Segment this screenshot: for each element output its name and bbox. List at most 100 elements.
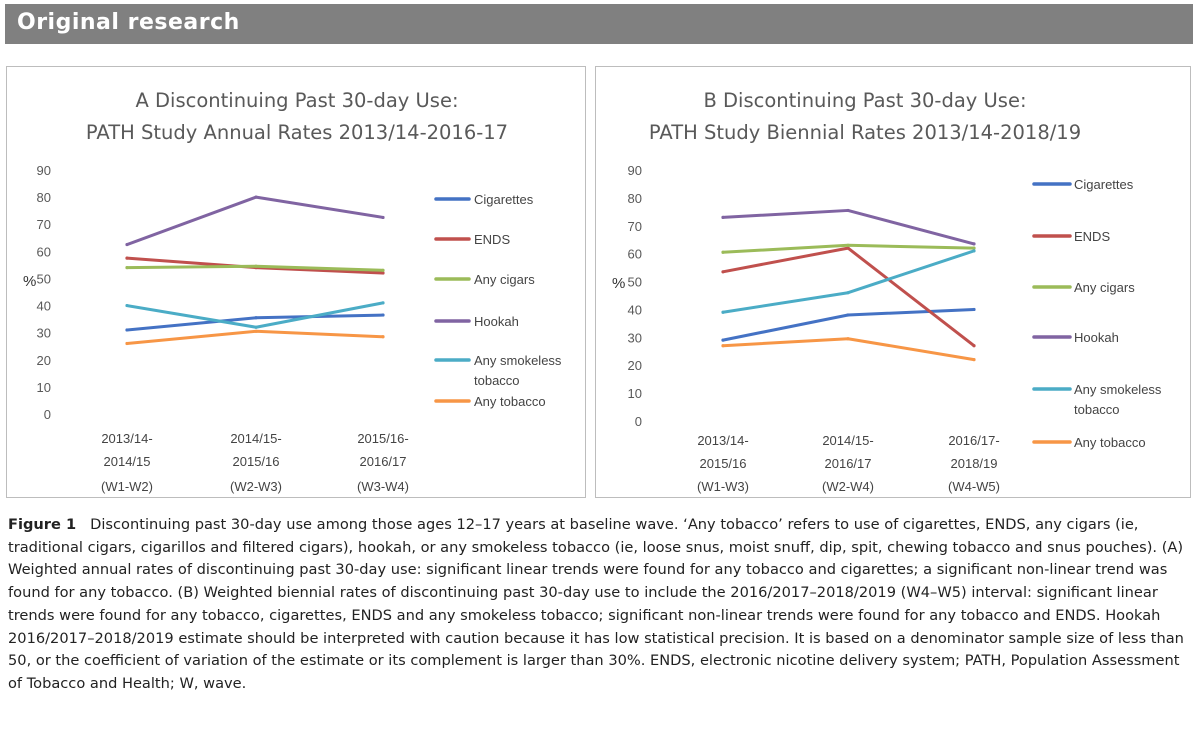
x-tick-label: 2014/15- xyxy=(230,431,281,446)
data-point xyxy=(381,215,385,220)
section-header: Original research xyxy=(5,4,1193,44)
y-tick-label: 0 xyxy=(635,414,642,429)
data-point xyxy=(721,338,725,342)
x-tick-label: 2013/14- xyxy=(101,431,152,446)
data-point xyxy=(254,325,258,329)
data-point xyxy=(721,250,725,254)
series-line-any-tobacco xyxy=(721,337,976,362)
y-tick-label: 80 xyxy=(628,191,642,206)
legend-label: Cigarettes xyxy=(474,192,534,207)
data-point xyxy=(125,328,129,332)
x-tick-label: (W1-W3) xyxy=(697,479,749,494)
data-point xyxy=(972,358,976,362)
y-tick-label: 60 xyxy=(37,244,51,259)
data-point xyxy=(381,313,385,317)
y-tick-label: 40 xyxy=(37,299,51,314)
y-tick-label: 10 xyxy=(37,380,51,395)
legend-label: Any smokeless xyxy=(1074,382,1162,397)
x-tick-label: (W2-W4) xyxy=(822,479,874,494)
y-tick-label: 20 xyxy=(628,358,642,373)
x-tick-label: 2015/16 xyxy=(233,454,280,469)
x-tick-label: 2016/17 xyxy=(825,456,872,471)
legend-label: Any smokeless xyxy=(474,353,562,368)
legend-label: tobacco xyxy=(474,373,520,388)
chart-subtitle: PATH Study Annual Rates 2013/14-2016-17 xyxy=(86,121,508,144)
legend-label: Any tobacco xyxy=(474,394,546,409)
y-tick-label: 80 xyxy=(37,190,51,205)
y-tick-label: 10 xyxy=(628,386,642,401)
data-point xyxy=(972,249,976,253)
legend-label: tobacco xyxy=(1074,402,1120,417)
y-tick-label: 30 xyxy=(628,330,642,345)
data-point xyxy=(721,215,725,220)
y-axis-label: % xyxy=(23,273,36,290)
x-tick-label: 2015/16- xyxy=(357,431,408,446)
data-point xyxy=(721,270,725,274)
chart-a-svg: A Discontinuing Past 30-day Use: PATH Stu… xyxy=(23,89,562,494)
y-tick-label: 90 xyxy=(37,163,51,178)
data-point xyxy=(972,246,976,250)
data-point xyxy=(381,271,385,275)
data-point xyxy=(972,307,976,312)
data-point xyxy=(254,329,258,333)
data-point xyxy=(125,303,129,308)
chart-subtitle: PATH Study Biennial Rates 2013/14-2018/1… xyxy=(649,121,1081,144)
section-title: Original research xyxy=(17,10,240,35)
data-point xyxy=(125,256,129,260)
data-point xyxy=(846,291,850,295)
legend-label: ENDS xyxy=(1074,229,1110,244)
data-point xyxy=(846,337,850,341)
data-point xyxy=(972,344,976,348)
data-point xyxy=(846,246,850,250)
legend-label: Hookah xyxy=(474,314,519,329)
y-tick-label: 70 xyxy=(628,219,642,234)
chart-b-svg: B Discontinuing Past 30-day Use: PATH Stu… xyxy=(612,89,1162,494)
x-tick-label: 2016/17- xyxy=(948,433,999,448)
chart-panel-a: A Discontinuing Past 30-day Use: PATH Stu… xyxy=(6,66,586,498)
x-tick-label: (W2-W3) xyxy=(230,479,282,494)
chart-title: B Discontinuing Past 30-day Use: xyxy=(703,89,1026,112)
series-line-any-smokeless-tobacco xyxy=(721,249,976,314)
data-point xyxy=(846,313,850,317)
y-tick-label: 90 xyxy=(628,163,642,178)
data-point xyxy=(125,266,129,270)
x-tick-label: 2018/19 xyxy=(951,456,998,471)
x-tick-label: (W3-W4) xyxy=(357,479,409,494)
data-point xyxy=(972,242,976,246)
data-point xyxy=(846,243,850,247)
x-tick-label: 2015/16 xyxy=(700,456,747,471)
legend-label: Cigarettes xyxy=(1074,177,1134,192)
y-axis-label: % xyxy=(612,275,625,292)
x-tick-label: (W4-W5) xyxy=(948,479,1000,494)
legend-label: Any cigars xyxy=(474,272,535,287)
y-tick-label: 40 xyxy=(628,302,642,317)
x-tick-label: (W1-W2) xyxy=(101,479,153,494)
series-line-hookah xyxy=(125,195,385,247)
y-tick-label: 50 xyxy=(37,271,51,286)
legend-label: Hookah xyxy=(1074,330,1119,345)
series-line-hookah xyxy=(721,208,976,246)
data-point xyxy=(721,310,725,314)
x-tick-label: 2014/15 xyxy=(104,454,151,469)
data-point xyxy=(381,268,385,272)
y-tick-label: 30 xyxy=(37,326,51,341)
data-point xyxy=(721,344,725,348)
data-point xyxy=(846,208,850,213)
data-point xyxy=(125,242,129,247)
x-tick-label: 2014/15- xyxy=(822,433,873,448)
series-line-any-tobacco xyxy=(125,329,385,346)
y-tick-label: 60 xyxy=(628,247,642,262)
figure-caption-text: Discontinuing past 30-day use among thos… xyxy=(8,516,1184,692)
data-point xyxy=(125,341,129,346)
y-tick-label: 0 xyxy=(44,407,51,422)
figure-label: Figure 1 xyxy=(8,516,77,533)
data-point xyxy=(381,301,385,305)
data-point xyxy=(254,264,258,268)
chart-title: A Discontinuing Past 30-day Use: xyxy=(135,89,458,112)
data-point xyxy=(381,335,385,339)
legend-label: Any cigars xyxy=(1074,280,1135,295)
y-tick-label: 70 xyxy=(37,217,51,232)
chart-panel-b: B Discontinuing Past 30-day Use: PATH Stu… xyxy=(595,66,1191,498)
y-tick-label: 50 xyxy=(628,275,642,290)
x-tick-label: 2013/14- xyxy=(697,433,748,448)
